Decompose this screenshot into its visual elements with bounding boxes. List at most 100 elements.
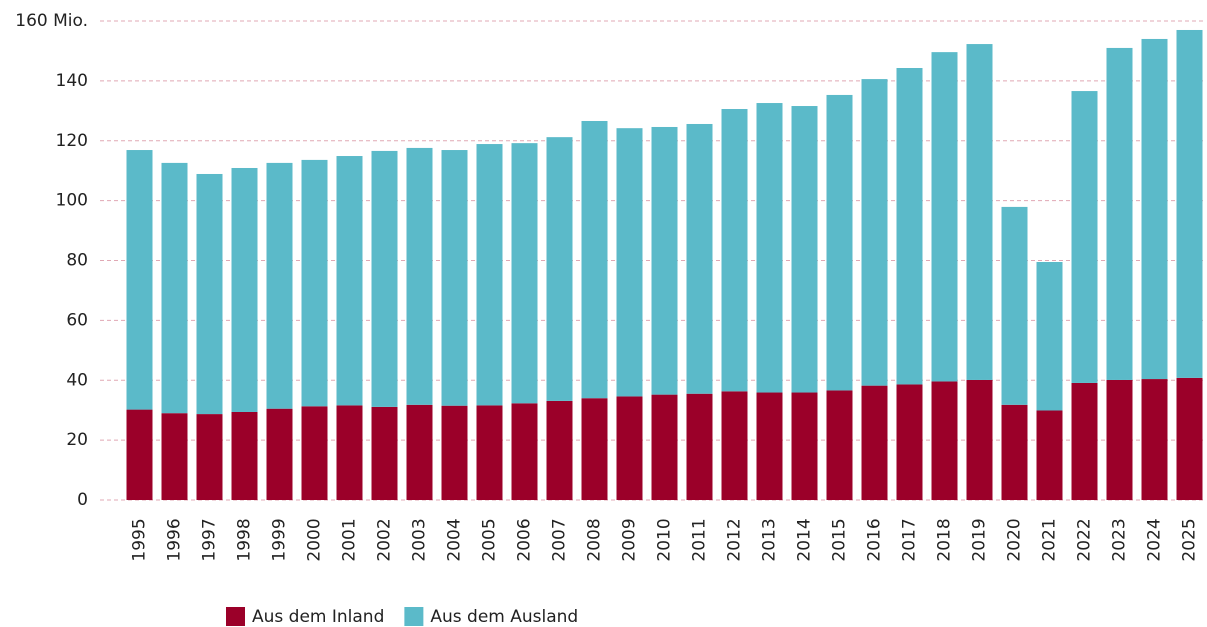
bar-segment xyxy=(546,400,573,500)
x-tick-label: 2017 xyxy=(900,518,920,561)
bar-segment xyxy=(1001,206,1028,405)
bar-segment xyxy=(196,414,223,500)
bar-segment xyxy=(336,156,363,406)
x-tick-label: 2011 xyxy=(690,518,710,561)
x-tick-label: 1995 xyxy=(130,518,150,561)
bar-segment xyxy=(406,404,433,500)
bar-segment xyxy=(966,44,993,380)
x-tick-label: 2007 xyxy=(550,518,570,561)
x-tick-label: 2022 xyxy=(1075,518,1095,561)
x-tick-label: 2005 xyxy=(480,518,500,561)
bar-segment xyxy=(196,173,223,415)
x-tick-label: 2018 xyxy=(935,518,955,561)
bar-segment xyxy=(476,144,503,406)
x-tick-label: 2020 xyxy=(1005,518,1025,561)
bar-segment xyxy=(126,150,153,410)
bar-segment xyxy=(1176,377,1203,500)
bar-segment xyxy=(161,413,188,500)
x-tick-label: 1999 xyxy=(270,518,290,561)
bar-segment xyxy=(721,109,748,392)
bar-segment xyxy=(266,408,293,500)
y-tick-label: 40 xyxy=(66,370,88,390)
y-tick-label: 160 Mio. xyxy=(15,11,88,31)
bar-segment xyxy=(266,162,293,409)
bar-segment xyxy=(686,393,713,500)
bar-segment xyxy=(1141,379,1168,500)
legend-swatch xyxy=(226,607,245,626)
x-tick-label: 2010 xyxy=(655,518,675,561)
bar-segment xyxy=(231,167,258,412)
bar-segment xyxy=(336,405,363,500)
x-tick-label: 2023 xyxy=(1110,518,1130,561)
bar-segment xyxy=(791,392,818,500)
bar-segment xyxy=(896,68,923,385)
bar-segment xyxy=(791,106,818,393)
bar-segment xyxy=(1176,29,1203,378)
bar-segment xyxy=(931,381,958,500)
bar-segment xyxy=(161,162,188,414)
bar-segment xyxy=(931,52,958,382)
bar-segment xyxy=(686,123,713,394)
bar-segment xyxy=(441,405,468,500)
y-tick-label: 20 xyxy=(66,430,88,450)
x-tick-label: 2014 xyxy=(795,518,815,561)
legend-swatch xyxy=(404,607,424,626)
x-tick-label: 2002 xyxy=(375,518,395,561)
x-tick-label: 2016 xyxy=(865,518,885,561)
x-tick-label: 2000 xyxy=(305,518,325,561)
bar-segment xyxy=(896,384,923,500)
legend-label: Aus dem Inland xyxy=(252,607,384,627)
x-tick-label: 1996 xyxy=(165,518,185,561)
bar-segment xyxy=(616,128,643,397)
x-tick-label: 2012 xyxy=(725,518,745,561)
bar-segment xyxy=(616,396,643,500)
y-tick-label: 80 xyxy=(66,251,88,271)
bar-segment xyxy=(826,94,853,391)
x-tick-label: 2021 xyxy=(1040,518,1060,561)
bar-segment xyxy=(1106,379,1133,500)
x-tick-label: 2024 xyxy=(1145,518,1165,561)
bar-segment xyxy=(1071,382,1098,500)
legend-label: Aus dem Ausland xyxy=(430,607,578,627)
bar-segment xyxy=(581,120,608,399)
bar-segment xyxy=(546,137,573,401)
y-tick-label: 120 xyxy=(56,131,88,151)
bar-segment xyxy=(371,150,398,407)
bar-segment xyxy=(966,379,993,500)
x-tick-label: 2013 xyxy=(760,518,780,561)
bar-segment xyxy=(371,406,398,500)
bar-segment xyxy=(511,403,538,500)
bar-segment xyxy=(756,103,783,393)
bar-segment xyxy=(126,409,153,500)
y-tick-label: 140 xyxy=(56,71,88,91)
x-tick-label: 1997 xyxy=(200,518,220,561)
x-tick-label: 2008 xyxy=(585,518,605,561)
bar-segment xyxy=(231,411,258,500)
x-tick-label: 2009 xyxy=(620,518,640,561)
y-tick-label: 100 xyxy=(56,191,88,211)
bar-segment xyxy=(581,398,608,500)
x-tick-label: 2025 xyxy=(1180,518,1200,561)
bar-segment xyxy=(1071,91,1098,383)
x-tick-label: 2001 xyxy=(340,518,360,561)
bar-segment xyxy=(1036,261,1063,411)
bar-segment xyxy=(301,406,328,500)
bar-segment xyxy=(1141,38,1168,380)
bar-segment xyxy=(301,159,328,407)
bar-segment xyxy=(441,150,468,406)
bar-segment xyxy=(721,391,748,500)
bar-segment xyxy=(756,392,783,500)
bar-segment xyxy=(651,394,678,500)
bar-segment xyxy=(476,405,503,500)
bar-segment xyxy=(651,126,678,395)
y-tick-label: 60 xyxy=(66,310,88,330)
y-tick-label: 0 xyxy=(77,490,88,510)
bar-segment xyxy=(861,79,888,386)
x-tick-label: 2015 xyxy=(830,518,850,561)
bar-segment xyxy=(511,143,538,404)
x-tick-label: 2003 xyxy=(410,518,430,561)
x-tick-label: 2006 xyxy=(515,518,535,561)
x-tick-label: 1998 xyxy=(235,518,255,561)
bar-segment xyxy=(861,385,888,500)
